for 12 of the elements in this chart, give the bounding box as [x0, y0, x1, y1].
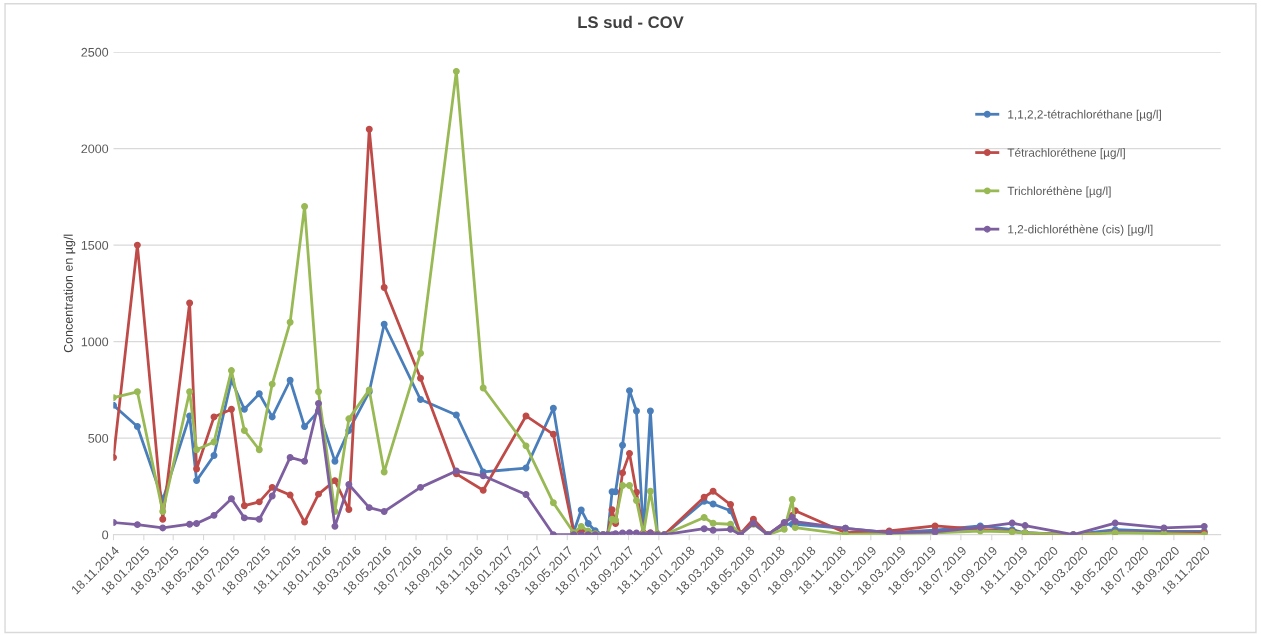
chart-title: LS sud - COV	[578, 15, 684, 29]
legend-label: Trichloréthène [µg/l]	[1007, 186, 1111, 198]
legend-label: 1,2-dichloréthène (cis) [µg/l]	[1008, 224, 1153, 236]
legend-label: 1,1,2,2-tétrachloréthane [µg/l]	[1008, 109, 1161, 121]
y-tick-label: 1500	[81, 240, 109, 250]
y-axis-title: Concentration en µg/l	[63, 234, 76, 353]
y-tick-label: 2000	[81, 144, 109, 154]
y-tick-label: 500	[88, 433, 109, 443]
y-tick-label: 0	[102, 530, 109, 540]
y-tick-label: 2500	[81, 47, 109, 57]
y-tick-label: 1000	[81, 337, 109, 347]
legend-label: Tétrachloréthene [µg/l]	[1007, 148, 1125, 160]
